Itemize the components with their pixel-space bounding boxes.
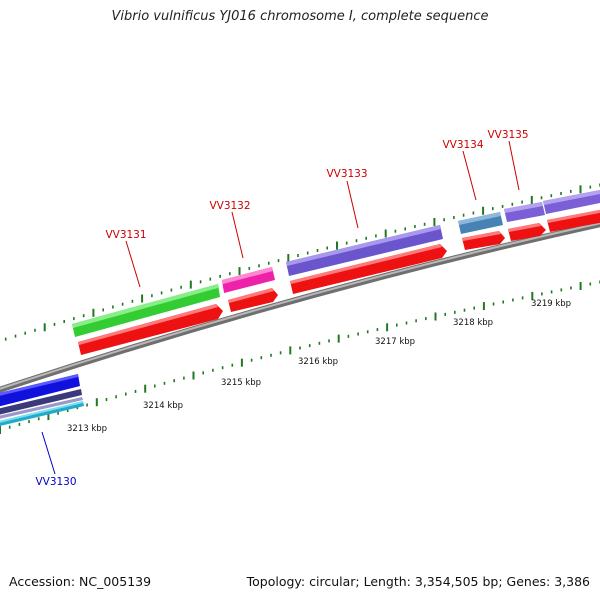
- gene-bar-vv3131-top: [72, 284, 218, 328]
- gene-label-vv3132[interactable]: VV3132: [209, 200, 250, 212]
- ruler-labels: 3213 kbp 3214 kbp 3215 kbp 3216 kbp 3217…: [67, 299, 571, 434]
- lavender-gene-feature[interactable]: [0, 397, 83, 419]
- map-title: Vibrio vulnificus YJ016 chromosome I, co…: [111, 9, 489, 24]
- chromosome-backbone: [0, 221, 600, 393]
- ruler-ticks: [0, 183, 600, 434]
- cds-arrow-vv3133-top: [290, 244, 442, 284]
- ruler-label-3213: 3213 kbp: [67, 424, 107, 434]
- cds-arrow-vv3132-top: [228, 288, 274, 303]
- gene-label-vv3135[interactable]: VV3135: [487, 129, 528, 141]
- gene-bar-next-top: [543, 189, 600, 205]
- ruler-label-3214: 3214 kbp: [143, 401, 183, 411]
- blue-gene-highlight: [0, 374, 78, 396]
- gene-label-vv3134[interactable]: VV3134: [442, 139, 483, 151]
- slate-gene-feature[interactable]: [0, 389, 82, 415]
- gene-label-vv3131[interactable]: VV3131: [105, 229, 146, 241]
- cds-arrow-next-top: [547, 209, 600, 223]
- cds-arrow-vv3134[interactable]: [462, 231, 505, 250]
- gene-bar-vv3134-top: [458, 212, 501, 225]
- cds-arrow-vv3134-top: [462, 231, 501, 241]
- lower-track-features: [0, 374, 84, 426]
- sequence-summary-text: Topology: circular; Length: 3,354,505 bp…: [246, 574, 590, 589]
- gene-track-features: [72, 189, 600, 337]
- gene-bar-vv3132-top: [222, 267, 273, 284]
- gene-bar-vv3135-top: [504, 202, 543, 213]
- gene-bar-vv3133-top: [286, 225, 441, 266]
- cds-arrow-vv3135-top: [508, 223, 541, 232]
- cds-arrow-vv3131[interactable]: [78, 304, 223, 355]
- cds-track-features: [78, 209, 600, 355]
- ruler-label-3215: 3215 kbp: [221, 378, 261, 388]
- cds-arrow-vv3131-top: [78, 304, 218, 345]
- label-leader-lines: [41, 140, 520, 475]
- gene-label-vv3133[interactable]: VV3133: [326, 168, 367, 180]
- ruler-label-3219: 3219 kbp: [531, 299, 571, 309]
- gene-labels: VV3131 VV3132 VV3133 VV3134 VV3135 VV313…: [35, 129, 528, 488]
- cds-arrow-vv3132[interactable]: [228, 288, 278, 312]
- ruler-label-3216: 3216 kbp: [298, 357, 338, 367]
- accession-text: Accession: NC_005139: [9, 574, 152, 589]
- blue-gene-feature[interactable]: [0, 374, 80, 407]
- cyan-gene-highlight: [0, 401, 83, 423]
- ruler-label-3217: 3217 kbp: [375, 337, 415, 347]
- cds-arrow-vv3133[interactable]: [290, 244, 447, 294]
- ruler-label-3218: 3218 kbp: [453, 318, 493, 328]
- gene-label-vv3130[interactable]: VV3130: [35, 476, 76, 488]
